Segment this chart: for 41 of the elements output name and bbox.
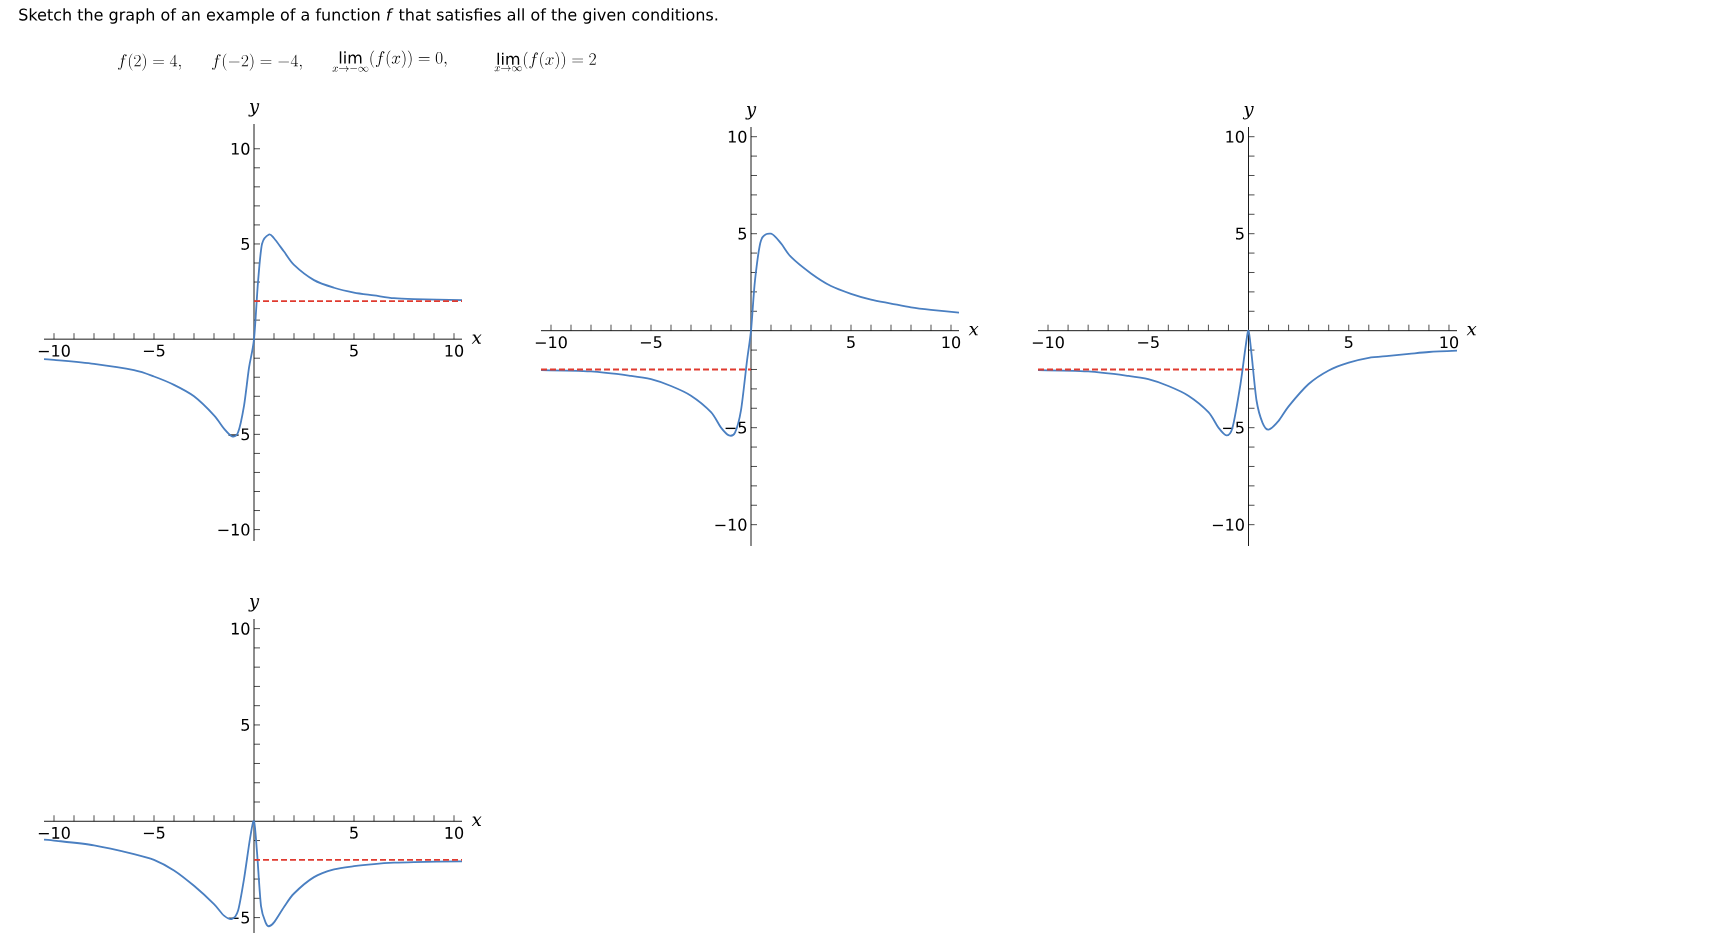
text: $\lim_{x \to -\infty} (f(x)) = 0,$ — [332, 50, 447, 72]
x-tick-label: −10 — [38, 826, 70, 839]
x-axis-title: x — [471, 334, 482, 344]
y-axis-title: y — [248, 598, 260, 612]
y-tick-label: −5 — [228, 911, 250, 924]
x-tick-label: −10 — [535, 336, 567, 349]
y-tick-label: −10 — [1212, 518, 1244, 531]
chart-title: Sketch the graph of an example of a function f that satisfies all of the given conditions. — [19, 8, 718, 24]
x-axis-title: x — [968, 325, 979, 336]
text: $f(-2) = -4,$ — [212, 53, 302, 71]
x-tick-label: 5 — [847, 336, 855, 349]
y-axis-title: y — [248, 103, 260, 117]
y-tick-label: 5 — [241, 238, 250, 250]
text: $\lim_{x \to \infty} (f(x)) = 2$ — [494, 51, 596, 72]
y-tick-label: 10 — [231, 622, 250, 635]
x-tick-label: 5 — [1344, 336, 1353, 349]
x-tick-label: −5 — [640, 336, 662, 349]
y-tick-label: −10 — [218, 523, 250, 536]
y-tick-label: 5 — [241, 719, 250, 731]
y-tick-label: −10 — [715, 518, 747, 531]
x-tick-label: 5 — [350, 344, 358, 357]
x-tick-label: −5 — [143, 826, 165, 839]
x-tick-label: −5 — [143, 344, 165, 357]
x-tick-label: 10 — [942, 336, 961, 349]
x-tick-label: −10 — [1032, 336, 1064, 349]
x-axis-title: x — [471, 816, 482, 826]
x-tick-label: 10 — [445, 826, 464, 839]
x-tick-label: 10 — [445, 344, 464, 357]
y-axis-title: y — [1242, 106, 1254, 120]
x-tick-label: −10 — [38, 344, 70, 357]
y-tick-label: 5 — [1236, 227, 1244, 240]
y-axis-title: y — [745, 106, 757, 120]
y-tick-label: 5 — [738, 227, 747, 240]
x-tick-label: −5 — [1138, 336, 1159, 349]
y-tick-label: 10 — [728, 130, 747, 143]
text: $f(2) = 4,$ — [118, 53, 181, 71]
x-tick-label: 5 — [350, 826, 358, 839]
y-tick-label: 10 — [231, 142, 250, 155]
x-tick-label: 10 — [1440, 336, 1459, 349]
y-tick-label: 10 — [1226, 130, 1244, 143]
x-axis-title: x — [1466, 325, 1477, 336]
